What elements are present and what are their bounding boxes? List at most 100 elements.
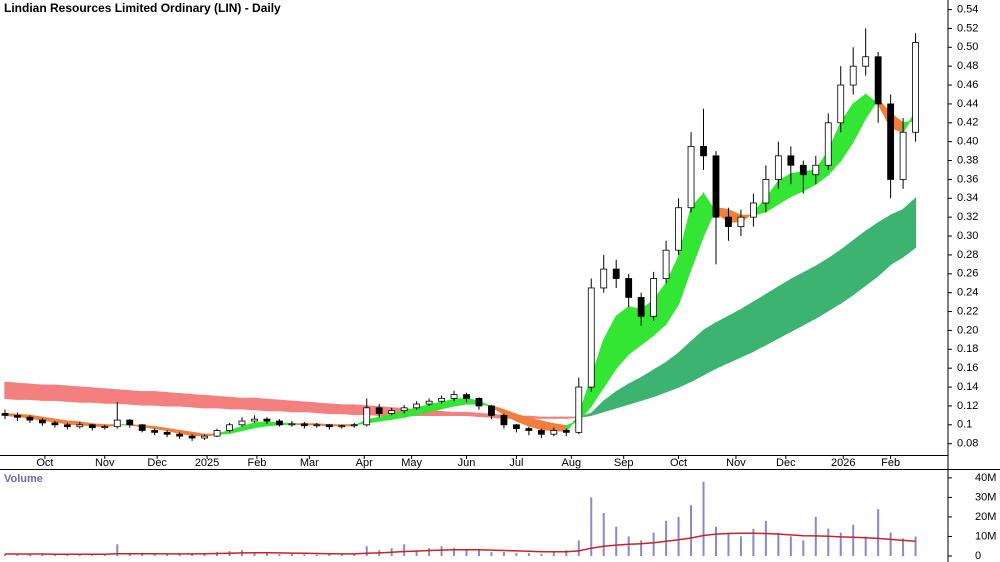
ribbon-segment bbox=[203, 394, 218, 409]
candle-body bbox=[725, 216, 732, 228]
volume-bar bbox=[103, 554, 106, 556]
volume-bar bbox=[191, 554, 194, 556]
y-tick-label: 0.44 bbox=[957, 98, 978, 110]
volume-bar bbox=[602, 513, 605, 556]
volume-bar bbox=[864, 536, 867, 556]
volume-bar bbox=[278, 554, 281, 556]
x-tick-label: Dec bbox=[776, 457, 796, 469]
volume-bar bbox=[415, 550, 418, 556]
ribbon-segment bbox=[41, 384, 56, 401]
ribbon-segment bbox=[453, 411, 468, 416]
candle-body bbox=[126, 419, 134, 426]
candle-body bbox=[824, 122, 832, 166]
candle-body bbox=[874, 56, 882, 105]
candle-body bbox=[39, 419, 46, 424]
candle-body bbox=[525, 428, 533, 431]
candle-body bbox=[600, 268, 608, 289]
ribbon-segment bbox=[116, 389, 131, 405]
candle-body bbox=[226, 424, 233, 431]
y-tick-label: 0.54 bbox=[957, 3, 978, 15]
candle-body bbox=[288, 423, 296, 426]
candle-body bbox=[51, 422, 59, 426]
volume-bar bbox=[702, 481, 705, 556]
candle-body bbox=[887, 103, 895, 180]
candle-body bbox=[201, 435, 208, 439]
ribbon-segment bbox=[16, 382, 31, 400]
ribbon-segment bbox=[715, 315, 730, 370]
y-tick-label: 0.36 bbox=[957, 173, 978, 185]
candle-body bbox=[712, 155, 720, 218]
y-tick-label: 0.32 bbox=[957, 211, 978, 223]
volume-bar bbox=[665, 520, 668, 556]
y-tick-label: 0.28 bbox=[957, 249, 978, 261]
volume-bar bbox=[764, 520, 767, 556]
volume-bar bbox=[515, 553, 518, 556]
candle-body bbox=[700, 145, 707, 157]
volume-bar bbox=[615, 526, 618, 556]
candle-body bbox=[76, 424, 84, 428]
candle-body bbox=[899, 131, 907, 180]
ribbon-segment bbox=[815, 257, 829, 320]
candle-body bbox=[14, 414, 21, 418]
y-tick-label: 0.34 bbox=[957, 192, 978, 204]
ribbon-segment bbox=[865, 221, 879, 287]
candle-body bbox=[650, 278, 658, 317]
candle-body bbox=[400, 407, 408, 412]
ribbon-segment bbox=[528, 415, 542, 419]
volume-bar bbox=[652, 532, 655, 556]
volume-bar bbox=[552, 552, 555, 556]
y-tick-label: 0.40 bbox=[957, 136, 978, 148]
volume-bar bbox=[914, 536, 917, 556]
volume-bar bbox=[802, 540, 805, 556]
candle-body bbox=[675, 207, 682, 251]
chart-title: Lindian Resources Limited Ordinary (LIN)… bbox=[4, 1, 281, 15]
candle-body bbox=[363, 407, 371, 426]
volume-bar bbox=[777, 532, 780, 556]
ribbon-segment bbox=[790, 271, 804, 333]
ribbon-segment bbox=[341, 404, 355, 416]
candle-body bbox=[101, 426, 109, 429]
volume-bar bbox=[28, 554, 31, 556]
ribbon-segment bbox=[727, 308, 742, 364]
volume-bar bbox=[502, 552, 505, 556]
candle-body bbox=[338, 425, 346, 428]
x-tick-label: Feb bbox=[881, 457, 900, 469]
volume-bar bbox=[440, 546, 443, 556]
volume-bar bbox=[714, 526, 717, 556]
volume-bar bbox=[739, 536, 742, 556]
candle-body bbox=[662, 249, 670, 279]
candle-body bbox=[151, 430, 159, 433]
ribbon-segment bbox=[154, 391, 168, 407]
ribbon-segment bbox=[303, 401, 318, 414]
candle-body bbox=[837, 84, 845, 124]
candle-body bbox=[113, 419, 121, 428]
volume-tick-label: 0 bbox=[975, 550, 981, 562]
x-tick-label: Feb bbox=[247, 457, 266, 469]
candle-body bbox=[163, 431, 171, 435]
volume-bar bbox=[365, 546, 368, 556]
candle-body bbox=[463, 394, 470, 399]
ribbon-segment bbox=[179, 393, 193, 408]
y-tick-label: 0.08 bbox=[957, 438, 978, 450]
volume-tick-label: 40M bbox=[975, 472, 996, 484]
x-tick-label: Nov bbox=[95, 457, 115, 469]
ribbon-segment bbox=[278, 399, 293, 413]
candle-body bbox=[550, 430, 558, 435]
ribbon-segment bbox=[840, 239, 854, 305]
candle-body bbox=[762, 179, 770, 204]
volume-bar bbox=[540, 554, 543, 556]
volume-bar bbox=[303, 554, 306, 556]
ribbon-segment bbox=[802, 265, 817, 326]
candle-body bbox=[862, 56, 870, 67]
candle-body bbox=[587, 287, 595, 388]
ribbon-segment bbox=[216, 395, 231, 410]
ribbon-segment bbox=[540, 416, 555, 419]
candle-body bbox=[912, 42, 919, 133]
candles bbox=[1, 28, 919, 441]
y-tick-label: 0.1 bbox=[957, 419, 972, 431]
ribbon-segment bbox=[91, 387, 106, 404]
ribbon-segment bbox=[777, 278, 792, 339]
x-tick-label: 2026 bbox=[831, 457, 855, 469]
volume-bar bbox=[490, 552, 493, 556]
volume-ma-line bbox=[5, 532, 916, 555]
